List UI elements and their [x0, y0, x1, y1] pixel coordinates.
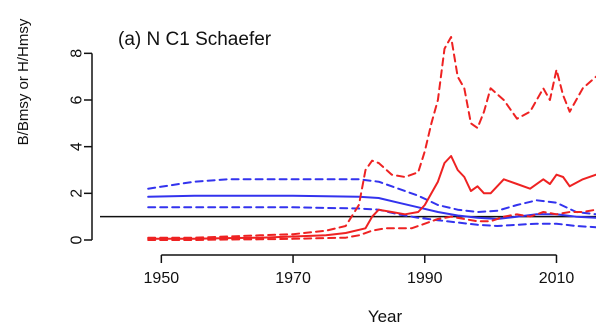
- blue-dashed-series-line-2: [147, 178, 596, 216]
- plot-area: 1950 1970 1990 2010 0 2 4 6 8: [69, 36, 596, 287]
- x-axis-label: Year: [368, 307, 403, 326]
- red-dashed-series-line-5: [147, 36, 596, 239]
- red-solid-series-line-4: [147, 155, 596, 240]
- x-tick-label: 2010: [539, 270, 575, 287]
- y-tick-label: 6: [69, 95, 86, 104]
- blue-dashed-series-line-3: [147, 206, 596, 229]
- y-tick-label: 0: [69, 235, 86, 244]
- y-tick-label: 2: [69, 189, 86, 198]
- chart-title: (a) N C1 Schaefer: [118, 29, 272, 50]
- x-tick-label: 1990: [407, 270, 443, 287]
- y-tick-label: 4: [69, 142, 86, 151]
- blue-solid-series-line-1: [147, 194, 596, 220]
- y-tick-label: 8: [69, 49, 86, 58]
- x-tick-label: 1950: [144, 270, 180, 287]
- y-axis-label: B/Bmsy or H/Hmsy: [15, 18, 32, 145]
- x-tick-label: 1970: [275, 270, 311, 287]
- red-dashed-series-line-6: [147, 208, 596, 241]
